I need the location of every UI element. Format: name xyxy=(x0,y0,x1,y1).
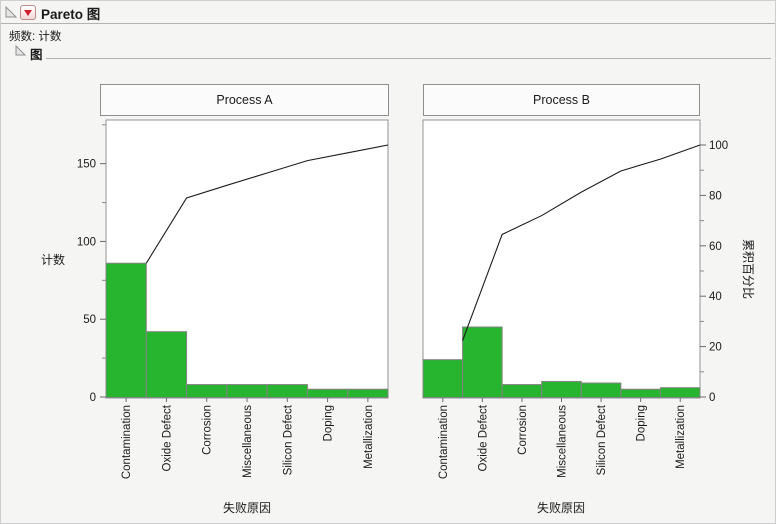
pareto-bar[interactable] xyxy=(306,388,349,398)
x-category-label: Silicon Defect xyxy=(596,404,608,475)
x-category-label: Contamination xyxy=(438,405,450,479)
pareto-bar[interactable] xyxy=(145,331,188,398)
x-category-label: Metallization xyxy=(363,405,375,469)
count-axis-tick-label: 50 xyxy=(83,314,96,326)
percent-axis-tick-label: 60 xyxy=(709,241,722,253)
pareto-bar[interactable] xyxy=(462,326,503,398)
count-axis-tick-label: 150 xyxy=(77,159,96,171)
x-category-label: Corrosion xyxy=(517,405,529,455)
count-axis-tick-label: 0 xyxy=(90,392,96,404)
cumulative-percent-line xyxy=(462,144,701,341)
x-category-label: Miscellaneous xyxy=(242,405,254,478)
pareto-bar[interactable] xyxy=(620,388,661,398)
y-axis-title-cumulative-percent: 累积百分比 xyxy=(741,238,756,299)
percent-axis-tick-label: 40 xyxy=(709,291,722,303)
disclosure-triangle-icon[interactable] xyxy=(14,44,27,57)
x-category-label: Corrosion xyxy=(202,405,214,455)
outline-header-pareto: Pareto 图 xyxy=(1,1,775,23)
panel-header-process-b: Process B xyxy=(423,84,700,116)
x-category-label: Contamination xyxy=(121,405,133,479)
pareto-bar[interactable] xyxy=(226,384,268,399)
disclosure-triangle-icon[interactable] xyxy=(4,5,18,19)
x-category-label: Oxide Defect xyxy=(477,404,489,471)
pareto-bar[interactable] xyxy=(105,262,147,399)
x-category-label: Doping xyxy=(323,405,335,441)
pareto-bar[interactable] xyxy=(186,384,228,399)
red-triangle-icon xyxy=(24,9,32,16)
percent-axis-tick-label: 20 xyxy=(709,342,722,354)
x-category-label: Miscellaneous xyxy=(557,405,569,478)
x-category-label: Doping xyxy=(636,405,648,441)
percent-axis-tick-label: 80 xyxy=(709,190,722,202)
pareto-bar[interactable] xyxy=(501,384,543,399)
panel-header-process-a: Process A xyxy=(100,84,389,116)
percent-axis-tick-label: 0 xyxy=(709,392,715,404)
pareto-bar[interactable] xyxy=(541,380,582,398)
pareto-bar[interactable] xyxy=(266,384,308,399)
x-category-label: Metallization xyxy=(675,405,687,469)
outline-underline xyxy=(1,23,775,24)
x-category-label: Oxide Defect xyxy=(161,404,173,471)
x-axis-title-process-b: 失败原因 xyxy=(536,501,585,515)
red-triangle-menu-button[interactable] xyxy=(20,5,36,20)
pareto-bar[interactable] xyxy=(422,359,464,398)
percent-axis-tick-label: 100 xyxy=(709,140,728,152)
count-axis-tick-label: 100 xyxy=(77,236,96,248)
x-axis-title-process-a: 失败原因 xyxy=(222,501,271,515)
section-title: 图 xyxy=(30,48,43,62)
y-axis-title-count: 计数 xyxy=(40,253,65,267)
outline-underline xyxy=(46,58,771,59)
pareto-bar[interactable] xyxy=(659,387,701,399)
pareto-bar[interactable] xyxy=(347,388,389,398)
frequency-label: 频数: 计数 xyxy=(9,31,62,43)
x-category-label: Silicon Defect xyxy=(282,404,294,475)
report-title: Pareto 图 xyxy=(41,7,101,22)
cumulative-percent-line xyxy=(145,144,389,264)
pareto-bar[interactable] xyxy=(580,382,622,399)
